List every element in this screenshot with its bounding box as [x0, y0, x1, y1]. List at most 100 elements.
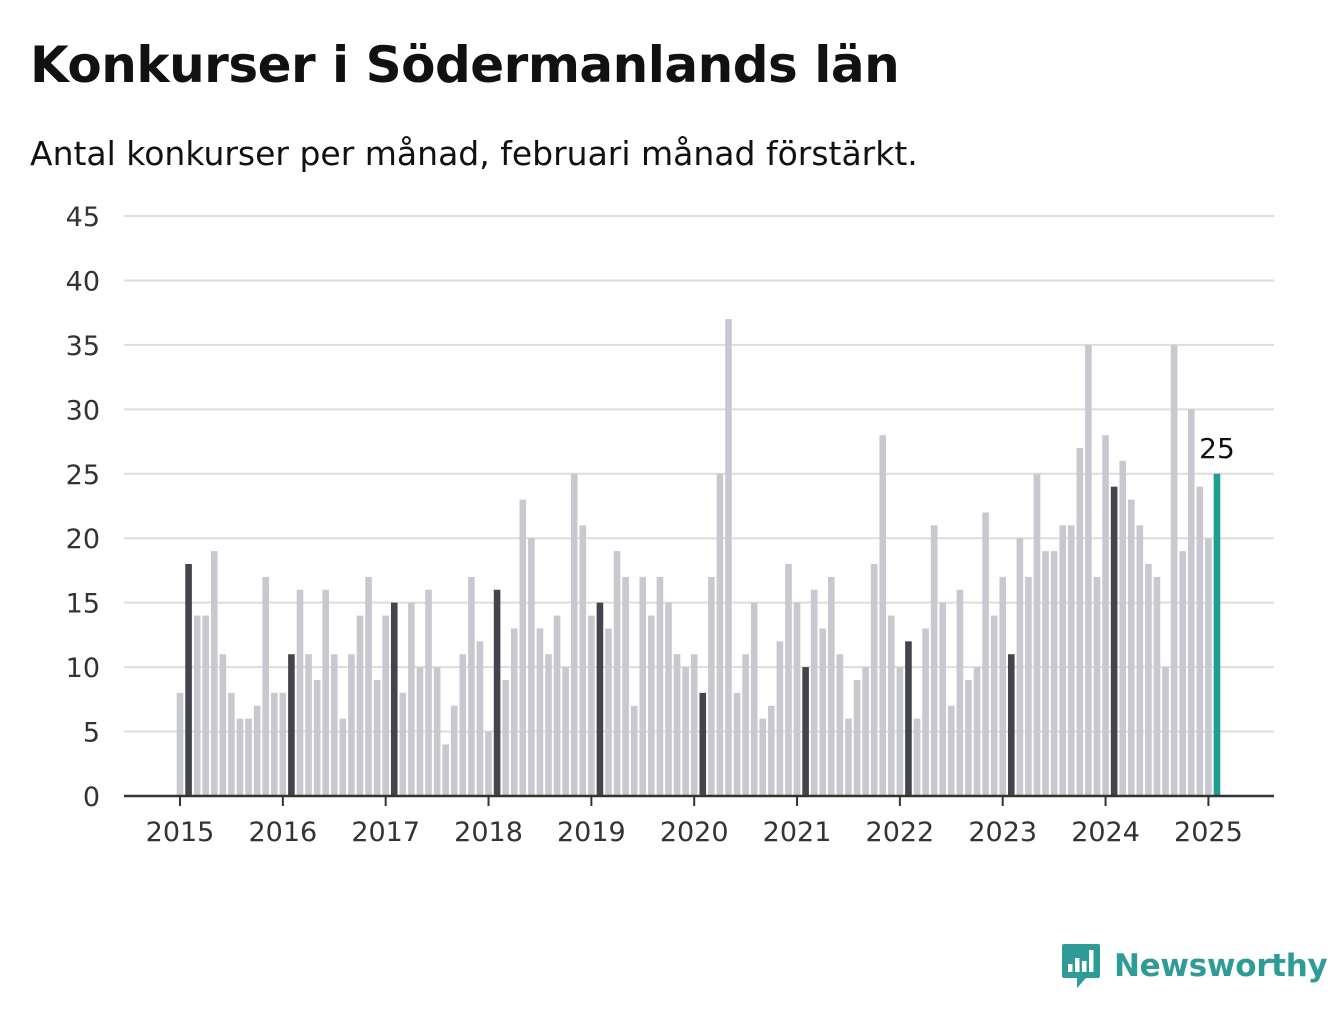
bar	[1196, 486, 1204, 796]
bar	[570, 473, 578, 796]
bar	[330, 654, 338, 796]
bar	[193, 615, 201, 796]
bar	[1050, 551, 1058, 796]
bar	[399, 692, 407, 796]
x-tick-label: 2025	[1174, 817, 1243, 848]
bar-february	[699, 692, 707, 796]
newsworthy-chart-bubble-icon	[1062, 944, 1100, 988]
bar	[579, 525, 587, 796]
bar	[408, 602, 415, 796]
bar	[716, 473, 724, 796]
bar	[708, 576, 715, 796]
bar	[845, 718, 852, 796]
bar	[648, 615, 655, 796]
bar	[759, 718, 767, 796]
bar	[1042, 551, 1049, 796]
y-tick-label: 0	[83, 782, 100, 813]
bar	[1093, 576, 1101, 796]
bar	[305, 654, 312, 796]
brand-name: Newsworthy	[1114, 948, 1328, 984]
bar	[339, 718, 347, 796]
x-tick-label: 2022	[866, 817, 935, 848]
bar	[682, 667, 689, 796]
bar	[485, 731, 492, 796]
bar	[853, 680, 861, 796]
bar	[939, 602, 947, 796]
bar	[828, 576, 835, 796]
bar-february	[905, 641, 912, 796]
bar	[973, 667, 981, 796]
bar	[588, 615, 595, 796]
bar	[982, 512, 989, 796]
bar	[870, 564, 878, 796]
data-labels: 25	[1199, 432, 1235, 465]
bar	[1102, 435, 1109, 796]
y-tick-label: 10	[66, 653, 100, 684]
bar	[725, 319, 732, 796]
x-tick-label: 2020	[660, 817, 729, 848]
bar	[1153, 576, 1161, 796]
bar	[322, 589, 329, 796]
bar	[1119, 460, 1126, 796]
bar-february	[802, 667, 809, 796]
bar	[519, 499, 527, 796]
bar-february	[185, 564, 192, 796]
bar	[879, 435, 887, 796]
bar	[665, 602, 672, 796]
bar	[1205, 538, 1212, 796]
bar	[528, 538, 535, 796]
bars	[176, 319, 1221, 796]
bar	[990, 615, 998, 796]
bar	[1170, 344, 1178, 796]
bar	[639, 576, 647, 796]
gridlines	[124, 215, 1274, 733]
bar	[373, 680, 381, 796]
bar	[502, 680, 509, 796]
bar	[948, 705, 955, 796]
bar	[1136, 525, 1144, 796]
bar	[750, 602, 758, 796]
bar-february	[288, 654, 295, 796]
bar-february	[390, 602, 398, 796]
y-tick-label: 30	[66, 395, 100, 426]
bar	[930, 525, 938, 796]
bar	[253, 705, 261, 796]
bar	[673, 654, 681, 796]
bar	[793, 602, 801, 796]
bar	[913, 718, 921, 796]
bar	[176, 692, 184, 796]
x-axis-ticks: 2015 2016 2017 2018 2019 2020 2021 2022 2023 2024…	[146, 796, 1243, 848]
last-value-label: 25	[1199, 432, 1235, 465]
bar	[1085, 344, 1092, 796]
x-tick-label: 2023	[968, 817, 1037, 848]
bar	[896, 667, 904, 796]
y-tick-label: 40	[66, 266, 100, 297]
bar	[219, 654, 227, 796]
bar	[613, 551, 621, 796]
bar	[296, 589, 304, 796]
bar	[1076, 448, 1084, 796]
bar	[956, 589, 964, 796]
bar	[922, 628, 929, 796]
bar	[965, 680, 972, 796]
bar	[279, 692, 287, 796]
bar	[313, 680, 321, 796]
bar	[545, 654, 552, 796]
bar	[810, 589, 818, 796]
bar	[768, 705, 775, 796]
bar	[270, 692, 278, 796]
bar	[476, 641, 484, 796]
y-axis-ticks: 0 5 10 15 20 25 30 35 40 45	[66, 202, 100, 813]
bar	[262, 576, 269, 796]
bar	[553, 615, 561, 796]
bar	[1179, 551, 1186, 796]
bar	[425, 589, 432, 796]
bar	[690, 654, 698, 796]
bar	[656, 576, 664, 796]
bar	[1033, 473, 1041, 796]
y-tick-label: 5	[83, 718, 100, 749]
x-tick-label: 2018	[454, 817, 523, 848]
bar	[228, 692, 235, 796]
bar	[605, 628, 612, 796]
